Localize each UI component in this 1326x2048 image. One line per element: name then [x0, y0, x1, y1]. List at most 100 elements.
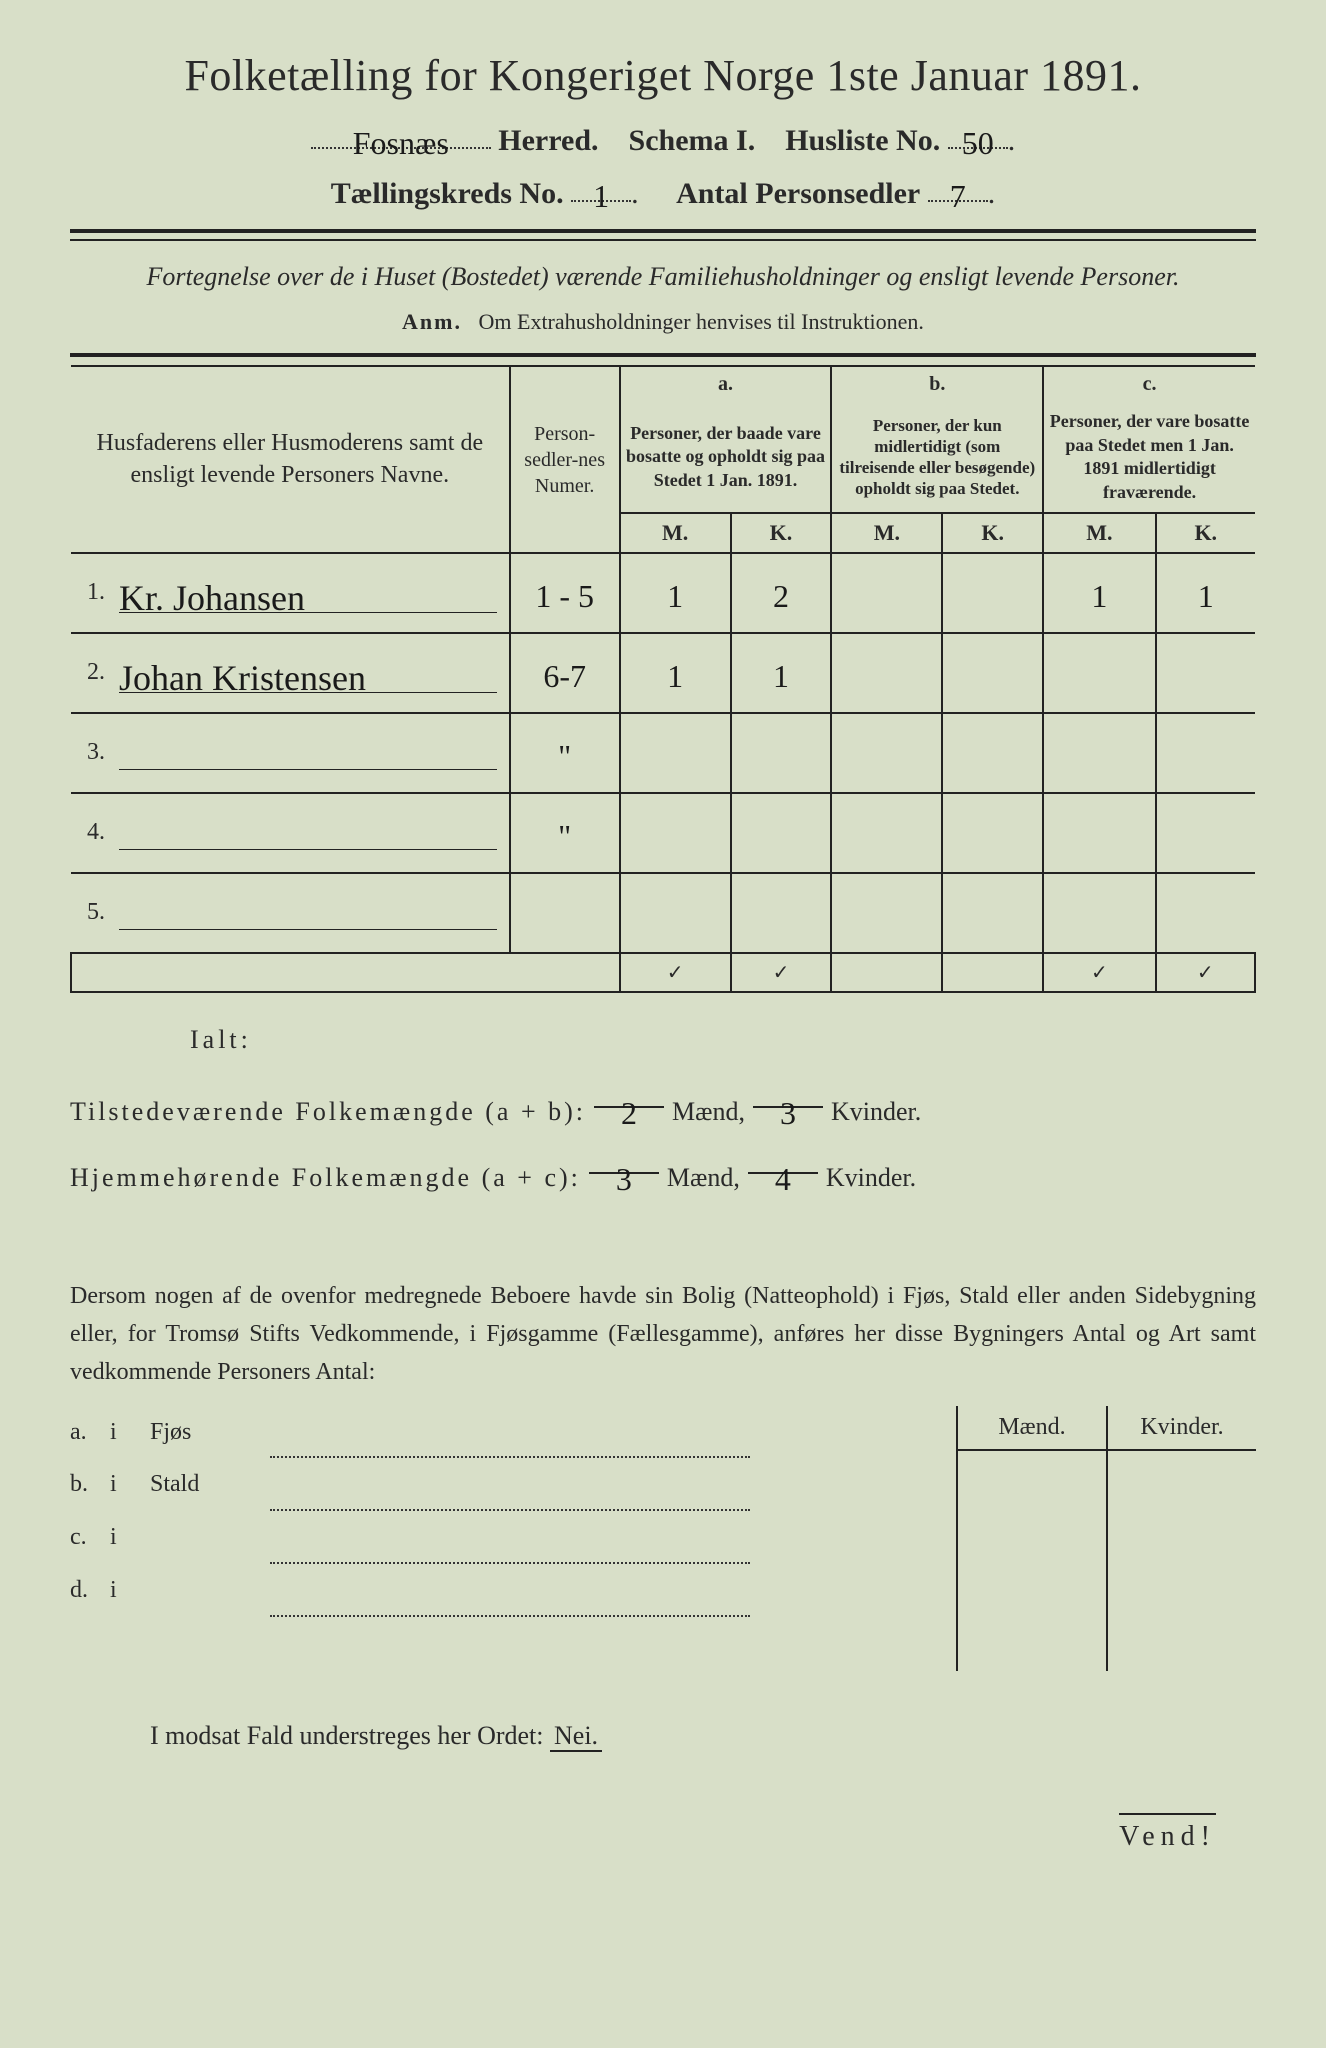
herred-label: Herred. [498, 124, 598, 157]
ialt-block: Ialt: Tilstedeværende Folkemængde (a + b… [70, 1011, 1256, 1207]
side-kvinder: Kvinder. [1108, 1406, 1256, 1449]
row-numer [510, 873, 620, 953]
th-a-m: M. [620, 513, 731, 553]
anm-prefix: Anm. [402, 309, 462, 334]
side-maend: Mænd. [958, 1406, 1108, 1449]
ialt-maend-1: Mænd, [672, 1083, 745, 1140]
nei-line: I modsat Fald understreges her Ordet: Ne… [150, 1721, 1256, 1751]
table-row: 5. [71, 873, 1255, 953]
th-b-k: K. [942, 513, 1043, 553]
row-b-m [831, 633, 942, 713]
th-numer: Person-sedler-nes Numer. [510, 366, 620, 553]
row-c-k [1156, 633, 1255, 713]
row-c-m [1043, 793, 1155, 873]
row-c-k [1156, 873, 1255, 953]
husliste-field: 50 [948, 121, 1008, 149]
schema-label: Schema I. [629, 124, 756, 157]
row-numer: 1 - 5 [510, 553, 620, 633]
side-right-body [958, 1451, 1256, 1671]
header-line-1: Fosnæs Herred. Schema I. Husliste No. 50… [70, 121, 1256, 158]
row-c-m: 1 [1043, 553, 1155, 633]
row-a-m: 1 [620, 553, 731, 633]
row-num: 3. [71, 713, 111, 793]
rule-2 [70, 239, 1256, 241]
ialt-line2-label: Hjemmehørende Folkemængde (a + c): [70, 1149, 581, 1206]
side-right-header: Mænd. Kvinder. [958, 1406, 1256, 1451]
row-a-k [731, 793, 832, 873]
tick-a-m: ✓ [620, 953, 731, 992]
ialt-line2-k: 4 [775, 1161, 791, 1197]
nei-text: I modsat Fald understreges her Ordet: [150, 1721, 544, 1750]
side-left: a.iFjøsb.iStaldc.id.i [70, 1406, 956, 1671]
row-b-m [831, 553, 942, 633]
kreds-field: 1 [571, 174, 631, 202]
row-name [111, 713, 510, 793]
th-b-m: M. [831, 513, 942, 553]
ialt-kvinder-2: Kvinder. [826, 1149, 916, 1206]
rule-3 [70, 353, 1256, 357]
row-c-k: 1 [1156, 553, 1255, 633]
row-b-k [942, 713, 1043, 793]
rule-1 [70, 229, 1256, 233]
paragraph: Dersom nogen af de ovenfor medregnede Be… [70, 1277, 1256, 1392]
row-c-m [1043, 873, 1155, 953]
side-row: d.i [70, 1564, 956, 1617]
antal-value: 7 [950, 178, 966, 214]
th-b-text: Personer, der kun midlertidigt (som tilr… [831, 402, 1043, 513]
row-a-k [731, 873, 832, 953]
th-c-text: Personer, der vare bosatte paa Stedet me… [1043, 402, 1255, 513]
row-a-m [620, 713, 731, 793]
row-name: Johan Kristensen [111, 633, 510, 713]
row-numer: " [510, 713, 620, 793]
row-num: 2. [71, 633, 111, 713]
ialt-kvinder-1: Kvinder. [831, 1083, 921, 1140]
row-a-k: 1 [731, 633, 832, 713]
antal-label: Antal Personsedler [676, 177, 920, 210]
anm-line: Anm. Om Extrahusholdninger henvises til … [70, 309, 1256, 335]
row-c-m [1043, 713, 1155, 793]
row-a-k [731, 713, 832, 793]
row-b-k [942, 633, 1043, 713]
row-numer: " [510, 793, 620, 873]
kreds-label: Tællingskreds No. [331, 177, 564, 210]
table-row: 1.Kr. Johansen1 - 51211 [71, 553, 1255, 633]
row-c-k [1156, 713, 1255, 793]
table-row: 4. " [71, 793, 1255, 873]
row-c-m [1043, 633, 1155, 713]
th-a-label: a. [620, 366, 832, 402]
ialt-label: Ialt: [190, 1011, 1256, 1068]
ialt-line1-m: 2 [621, 1095, 637, 1131]
vend: Vend! [70, 1821, 1256, 1853]
main-table: Husfaderens eller Husmoderens samt de en… [70, 365, 1256, 993]
row-num: 5. [71, 873, 111, 953]
row-name [111, 793, 510, 873]
ialt-row-2: Hjemmehørende Folkemængde (a + c): 3 Mæn… [70, 1140, 1256, 1206]
header-line-2: Tællingskreds No. 1. Antal Personsedler … [70, 174, 1256, 211]
row-a-m: 1 [620, 633, 731, 713]
antal-field: 7 [928, 174, 988, 202]
side-row: c.i [70, 1511, 956, 1564]
row-b-m [831, 873, 942, 953]
tick-c-m: ✓ [1043, 953, 1155, 992]
row-numer: 6-7 [510, 633, 620, 713]
row-num: 4. [71, 793, 111, 873]
row-b-m [831, 713, 942, 793]
row-a-m [620, 793, 731, 873]
row-b-k [942, 873, 1043, 953]
side-row: b.iStald [70, 1458, 956, 1511]
tick-a-k: ✓ [731, 953, 832, 992]
th-c-label: c. [1043, 366, 1255, 402]
row-b-k [942, 793, 1043, 873]
side-table: a.iFjøsb.iStaldc.id.i Mænd. Kvinder. [70, 1406, 1256, 1671]
th-a-k: K. [731, 513, 832, 553]
husliste-value: 50 [962, 125, 994, 161]
page-title: Folketælling for Kongeriget Norge 1ste J… [70, 50, 1256, 101]
census-form-page: Folketælling for Kongeriget Norge 1ste J… [70, 50, 1256, 1853]
row-c-k [1156, 793, 1255, 873]
herred-value: Fosnæs [353, 125, 449, 161]
th-name: Husfaderens eller Husmoderens samt de en… [71, 366, 510, 553]
subtitle: Fortegnelse over de i Huset (Bostedet) v… [70, 259, 1256, 295]
ialt-maend-2: Mænd, [667, 1149, 740, 1206]
husliste-label: Husliste No. [785, 124, 940, 157]
side-col-m [958, 1451, 1108, 1671]
